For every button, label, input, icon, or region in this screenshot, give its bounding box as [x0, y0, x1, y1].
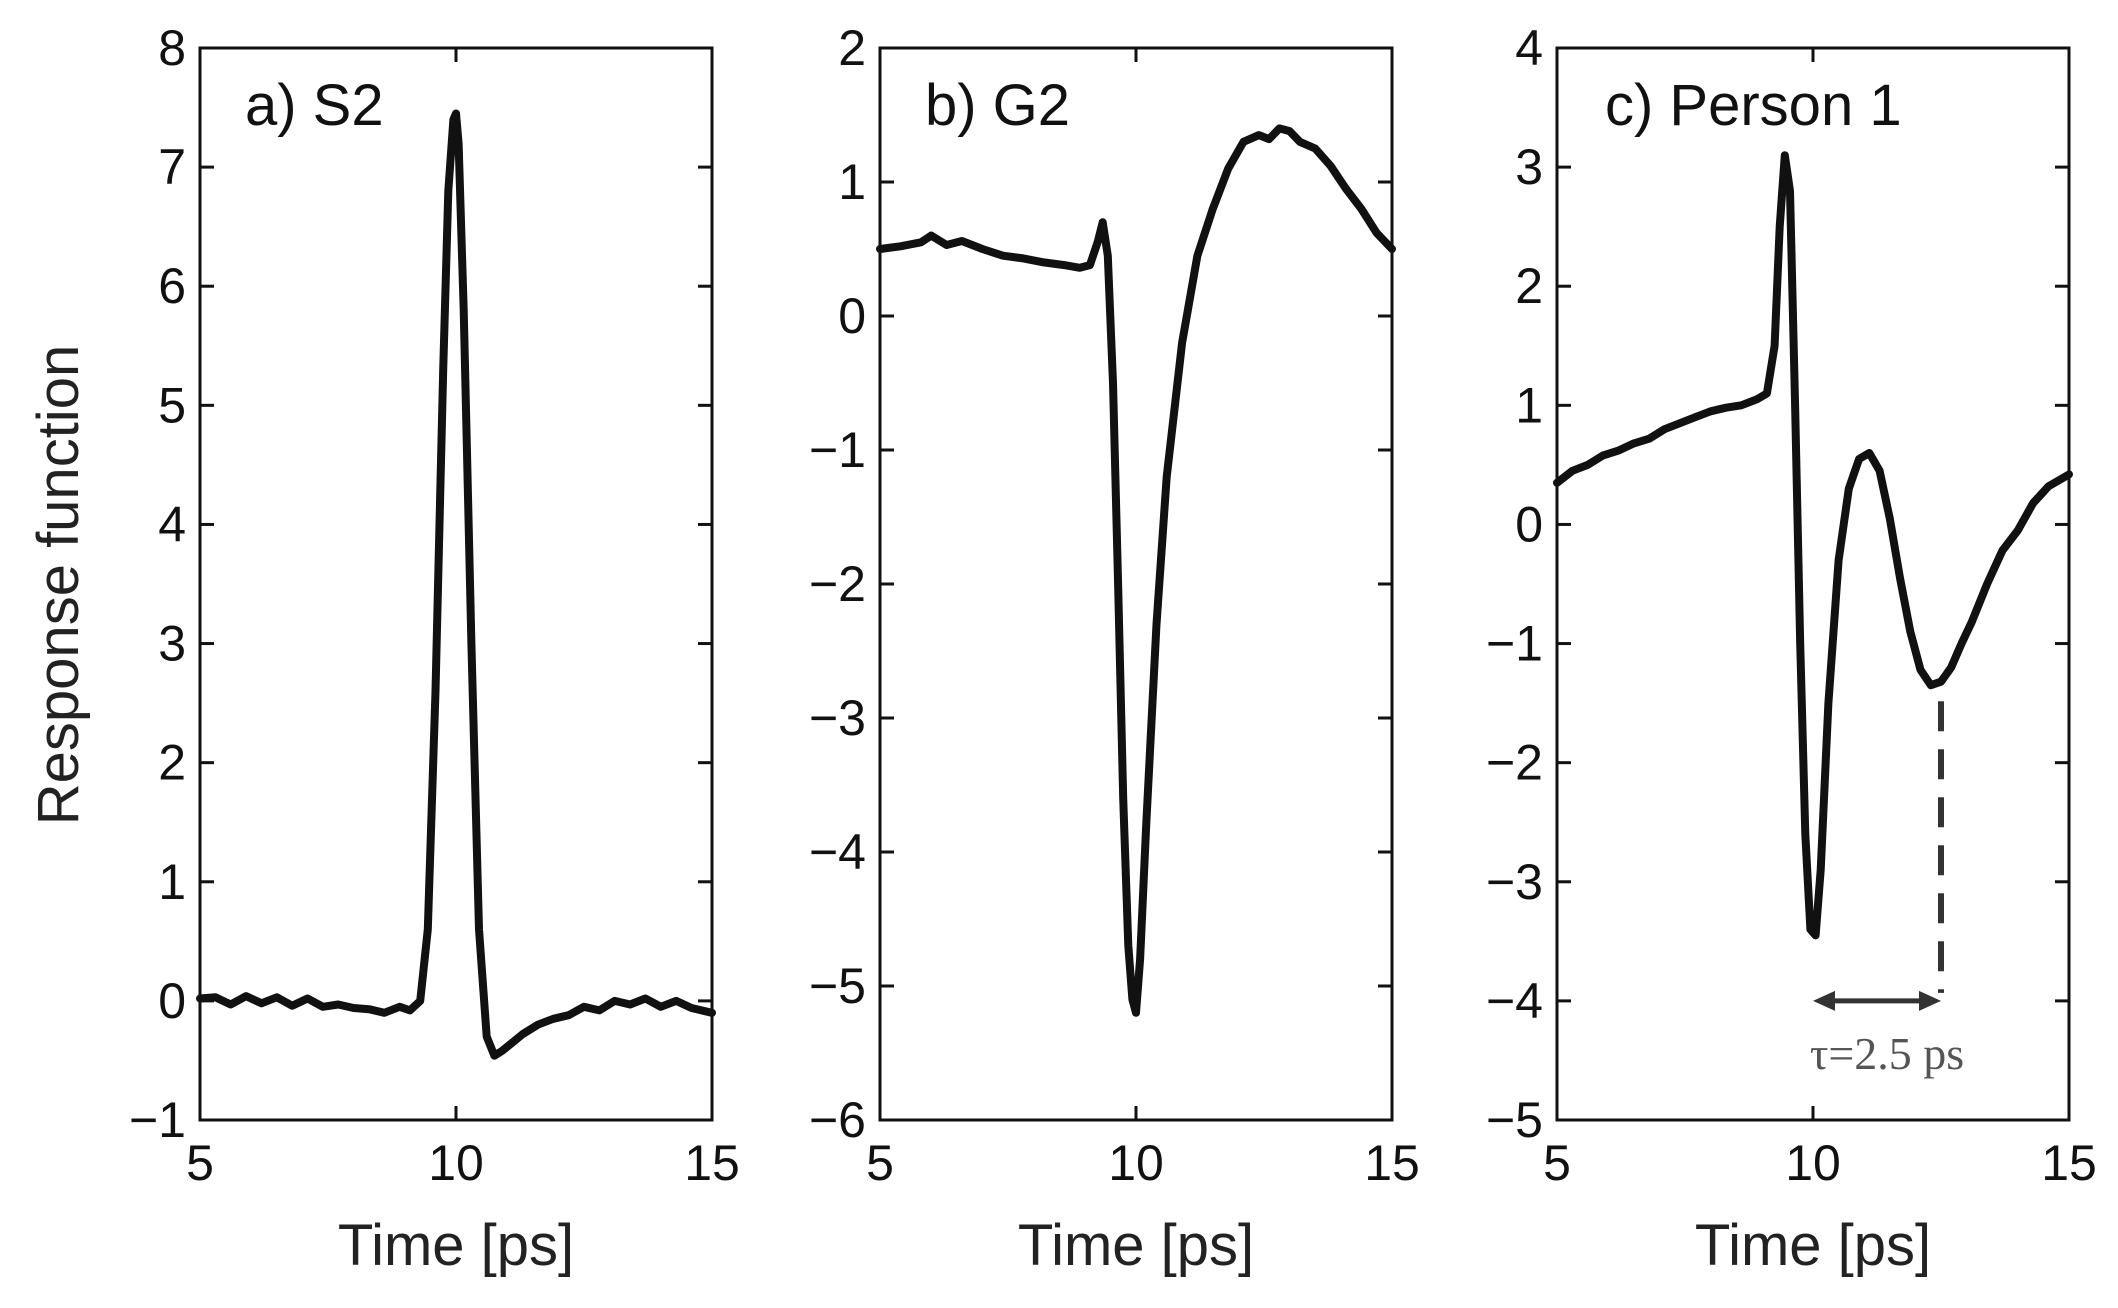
panel-a-ytick-label-1: 1 [158, 854, 186, 910]
panel-c-ytick-label-2: 2 [1515, 258, 1543, 314]
panel-a-ytick-label-8: 8 [158, 20, 186, 76]
panel-b-ytick-label-0: 0 [838, 288, 866, 344]
panel-a-xtick-label-10: 10 [428, 1135, 484, 1191]
panel-a-title: a) S2 [245, 73, 384, 138]
panel-c-xtick-label-10: 10 [1785, 1135, 1841, 1191]
panel-a-data-line [196, 109, 716, 1060]
panel-b: −6 −5 −4 −3 −2 −1 0 1 2 5 10 15 b) G2 Time [ps] [809, 20, 1420, 1278]
panel-b-xtick-label-10: 10 [1108, 1135, 1164, 1191]
panel-b-data-line [876, 124, 1396, 1017]
panel-b-xtick-label-5: 5 [866, 1135, 894, 1191]
panel-a-ytick-label-0: 0 [158, 973, 186, 1029]
panel-a-ytick-label-5: 5 [158, 377, 186, 433]
y-axis-label: Response function [26, 345, 91, 825]
panel-b-ytick-label--4: −4 [809, 824, 866, 880]
panel-c-data-line [1553, 151, 2073, 940]
panel-a-xtick-label-5: 5 [186, 1135, 214, 1191]
panel-b-x-axis-label: Time [ps] [1018, 1213, 1254, 1278]
panel-c-ytick-label--5: −5 [1486, 1092, 1543, 1148]
panel-c: −5 −4 −3 −2 −1 0 1 2 3 4 5 10 15 τ=2.5 ps c) Person … [1486, 20, 2097, 1278]
panel-b-tick-labels: −6 −5 −4 −3 −2 −1 0 1 2 5 10 15 [809, 20, 1420, 1191]
panel-c-tick-labels: −5 −4 −3 −2 −1 0 1 2 3 4 5 10 15 [1486, 20, 2097, 1191]
panel-c-ytick-label-0: 0 [1515, 496, 1543, 552]
panel-c-tau-arrowhead-left [1813, 990, 1835, 1011]
panel-c-ytick-label-1: 1 [1515, 377, 1543, 433]
panel-c-xtick-label-15: 15 [2041, 1135, 2097, 1191]
panel-a-ytick-label-2: 2 [158, 735, 186, 791]
panel-b-ytick-label--5: −5 [809, 958, 866, 1014]
panel-b-ytick-label--6: −6 [809, 1092, 866, 1148]
panel-b-ytick-label-1: 1 [838, 154, 866, 210]
panel-b-ytick-label--3: −3 [809, 690, 866, 746]
panel-b-ytick-label-2: 2 [838, 20, 866, 76]
panel-a-ytick-label-6: 6 [158, 258, 186, 314]
panel-c-ytick-label--2: −2 [1486, 735, 1543, 791]
panel-a-x-axis-label: Time [ps] [338, 1213, 574, 1278]
panel-a-ytick-label-4: 4 [158, 496, 186, 552]
panel-b-ytick-label--1: −1 [809, 422, 866, 478]
panel-c-xtick-label-5: 5 [1543, 1135, 1571, 1191]
panel-c-tau-label: τ=2.5 ps [1810, 1028, 1964, 1079]
panel-a-ytick-label-3: 3 [158, 616, 186, 672]
panel-c-title: c) Person 1 [1605, 73, 1902, 138]
panel-b-xtick-label-15: 15 [1364, 1135, 1420, 1191]
panel-b-ticks [878, 46, 1394, 1122]
panel-a-tick-labels: −1 0 1 2 3 4 5 6 7 8 5 10 15 [129, 20, 740, 1191]
panel-c-ytick-label--1: −1 [1486, 616, 1543, 672]
panel-b-ytick-label--2: −2 [809, 556, 866, 612]
panel-a-xtick-label-15: 15 [684, 1135, 740, 1191]
panel-c-tau-arrowhead-right [1919, 990, 1941, 1011]
panel-a: −1 0 1 2 3 4 5 6 7 8 5 10 15 a) S2 Time [ps] [129, 20, 740, 1278]
panel-a-ticks [198, 46, 714, 1122]
panel-a-ytick-label-7: 7 [158, 139, 186, 195]
panel-c-ticks [1555, 46, 2071, 1122]
panel-c-ytick-label-4: 4 [1515, 20, 1543, 76]
panel-c-ytick-label--3: −3 [1486, 854, 1543, 910]
panel-c-ytick-label--4: −4 [1486, 973, 1543, 1029]
panel-c-x-axis-label: Time [ps] [1695, 1213, 1931, 1278]
panel-b-title: b) G2 [925, 73, 1070, 138]
panel-c-ytick-label-3: 3 [1515, 139, 1543, 195]
panel-a-ytick-label--1: −1 [129, 1092, 186, 1148]
